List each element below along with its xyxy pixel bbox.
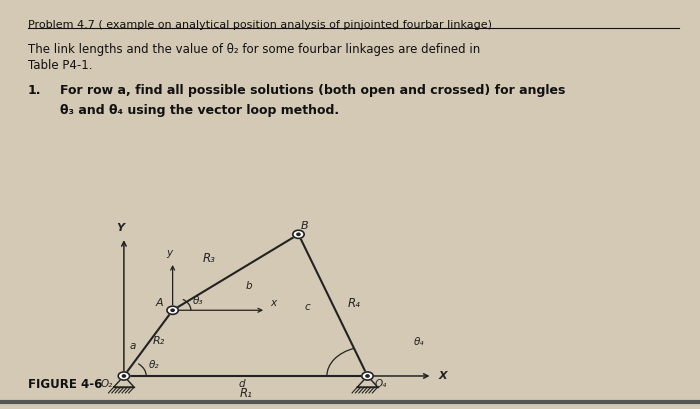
Circle shape	[118, 372, 130, 380]
Circle shape	[362, 372, 373, 380]
Text: The link lengths and the value of θ₂ for some fourbar linkages are defined in: The link lengths and the value of θ₂ for…	[28, 43, 480, 56]
Circle shape	[297, 233, 300, 236]
Text: R₁: R₁	[239, 387, 252, 400]
Text: b: b	[246, 281, 252, 291]
Text: Y: Y	[117, 223, 125, 233]
Text: y: y	[167, 248, 172, 258]
Text: X: X	[438, 371, 447, 381]
Circle shape	[167, 306, 178, 315]
Text: θ₂: θ₂	[149, 360, 160, 370]
Text: a: a	[130, 341, 136, 351]
Text: FIGURE 4-6: FIGURE 4-6	[28, 378, 102, 391]
Circle shape	[293, 230, 304, 238]
Text: θ₃ and θ₄ using the vector loop method.: θ₃ and θ₄ using the vector loop method.	[60, 104, 339, 117]
Text: R₃: R₃	[203, 252, 216, 265]
Text: θ₃: θ₃	[193, 297, 204, 306]
Text: B: B	[300, 221, 308, 231]
Text: c: c	[305, 301, 311, 312]
Text: For row a, find all possible solutions (both open and crossed) for angles: For row a, find all possible solutions (…	[60, 84, 565, 97]
Text: x: x	[270, 298, 276, 308]
Text: O₄: O₄	[374, 379, 387, 389]
Text: Table P4-1.: Table P4-1.	[28, 59, 92, 72]
Text: O₂: O₂	[100, 379, 113, 389]
Circle shape	[171, 309, 174, 311]
Text: d: d	[238, 379, 245, 389]
Text: R₂: R₂	[153, 336, 165, 346]
Circle shape	[122, 375, 125, 377]
Text: Problem 4.7 ( example on analytical position analysis of pinjointed fourbar link: Problem 4.7 ( example on analytical posi…	[28, 20, 492, 30]
Text: R₄: R₄	[347, 297, 360, 310]
Text: θ₄: θ₄	[414, 337, 425, 347]
Text: 1.: 1.	[28, 84, 41, 97]
Text: A: A	[156, 298, 164, 308]
Circle shape	[366, 375, 369, 377]
